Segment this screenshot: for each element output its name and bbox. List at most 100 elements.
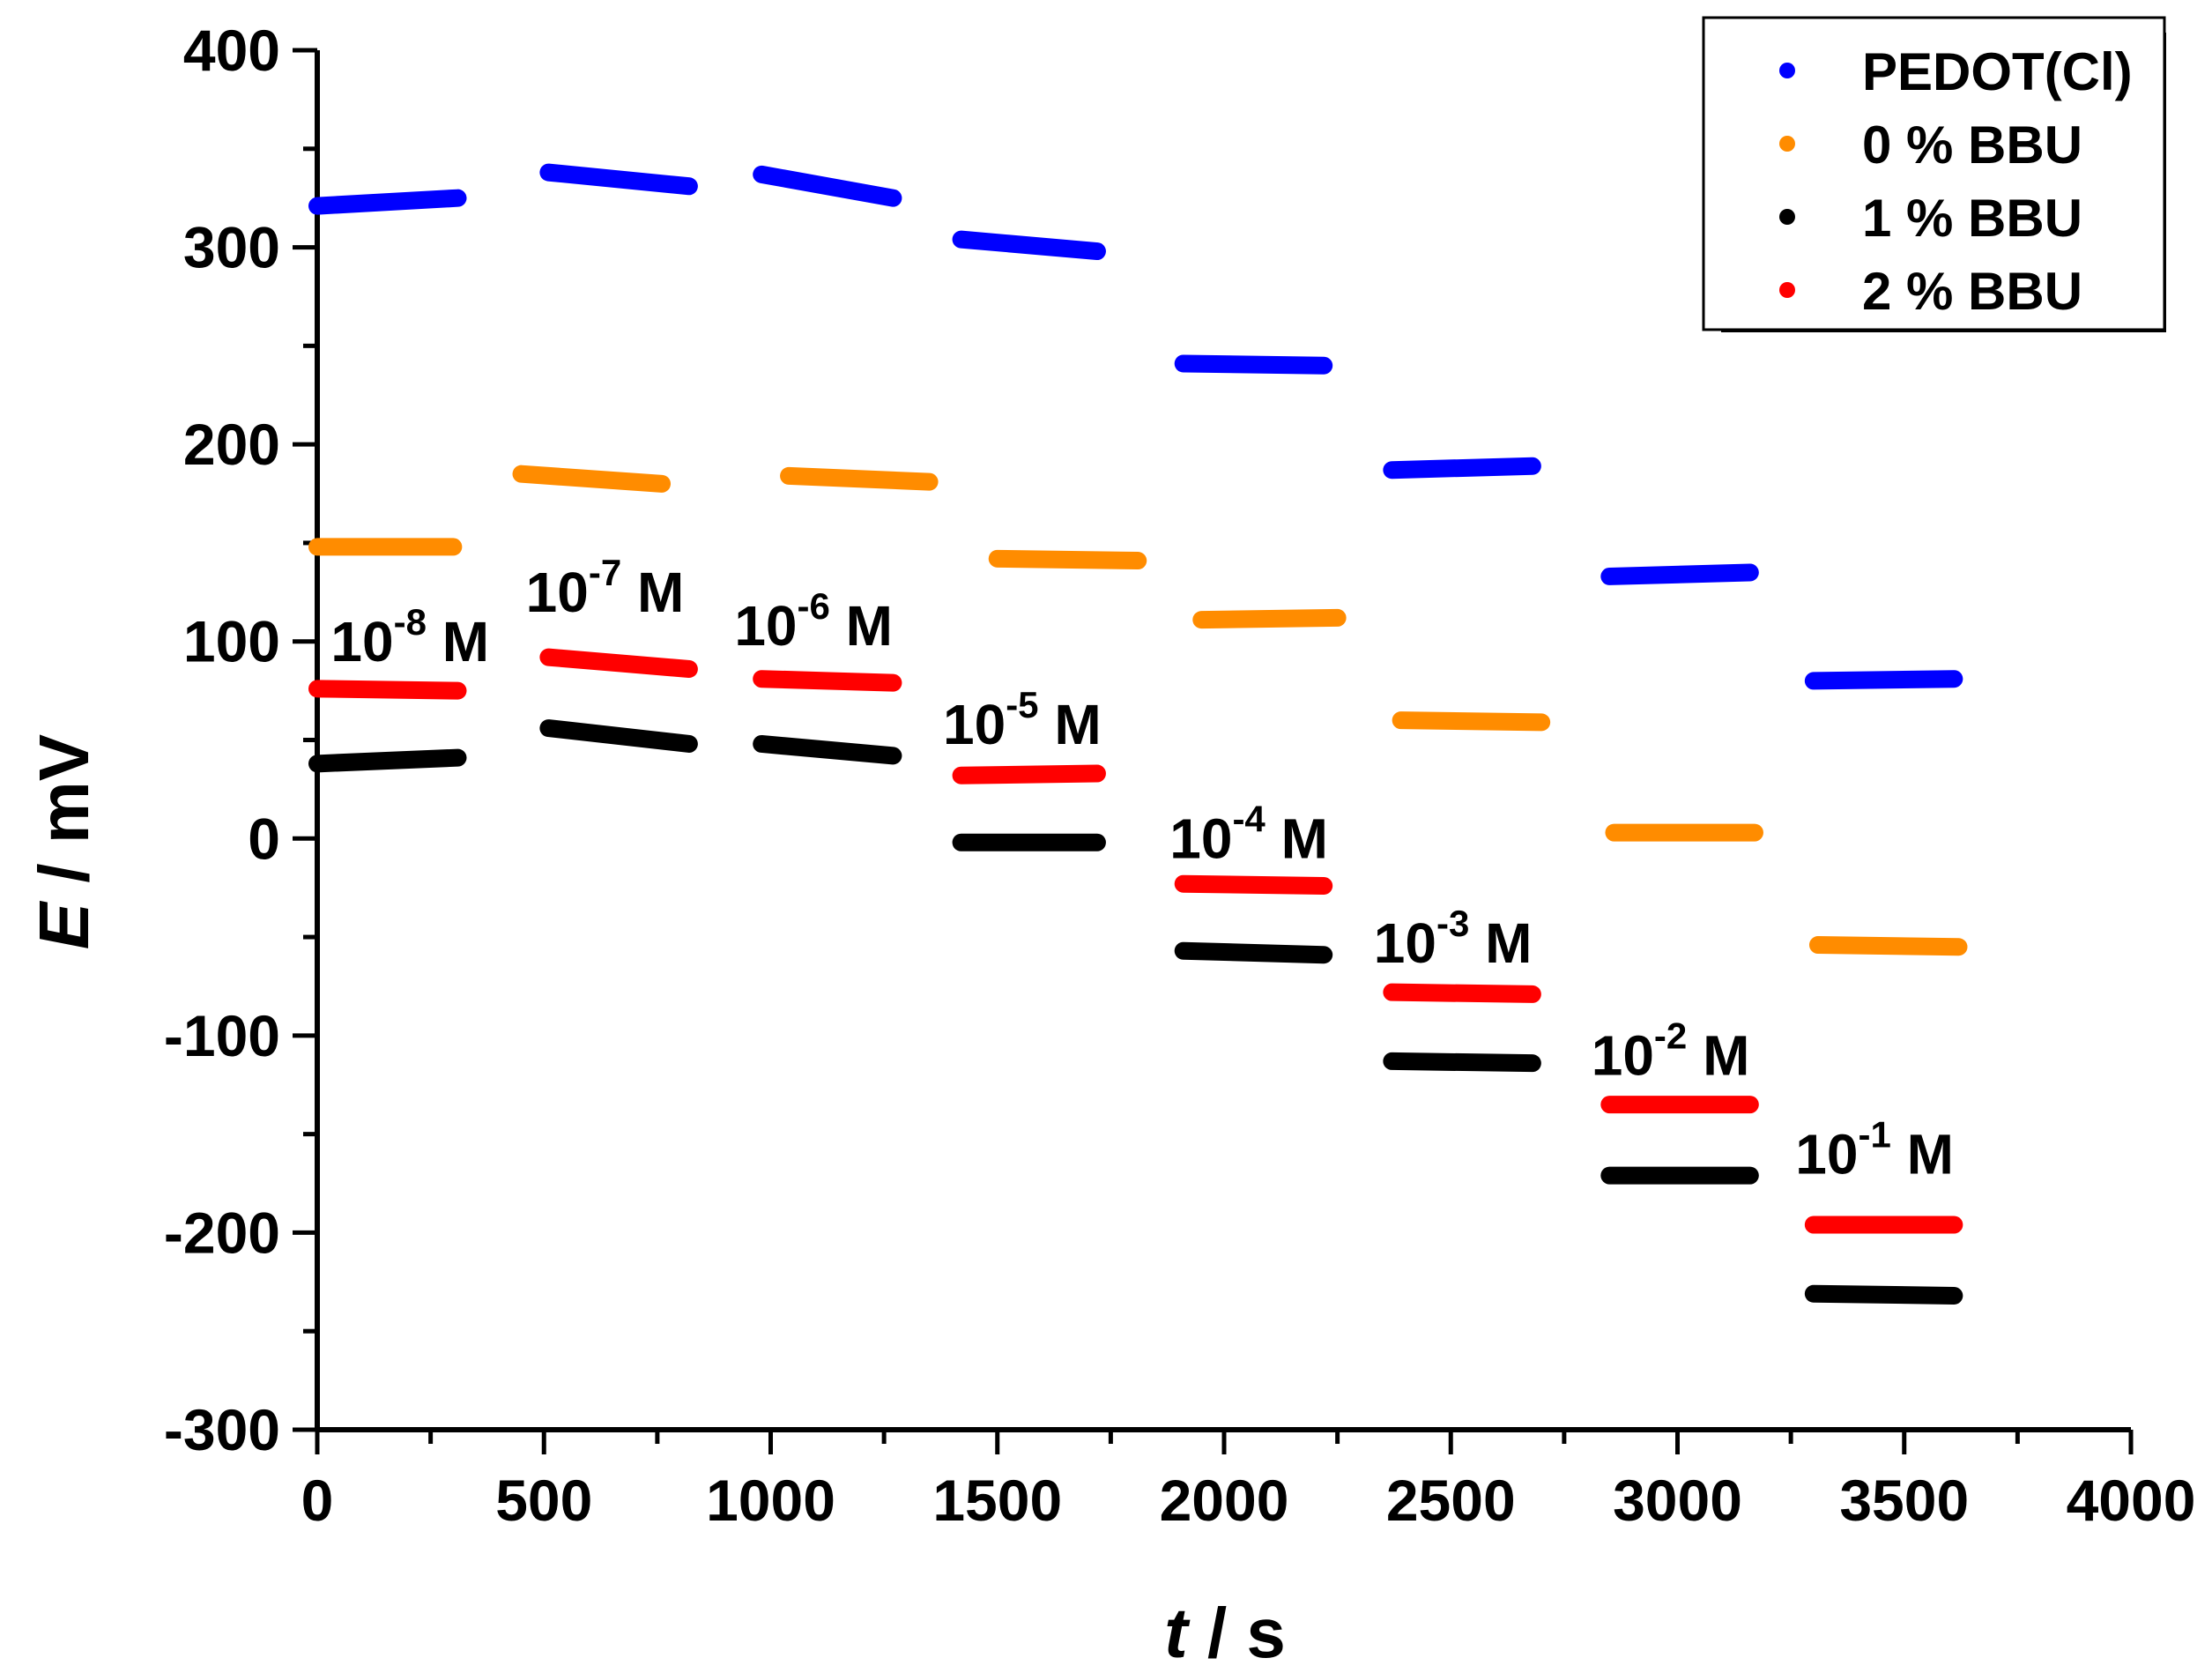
- concentration-exponent: -2: [1654, 1015, 1687, 1057]
- legend-marker: [1779, 282, 1795, 298]
- y-tick-label: 300: [183, 215, 280, 280]
- concentration-base: 10: [1374, 911, 1436, 975]
- concentration-unit: M: [1687, 1024, 1749, 1088]
- y-axis-title: E / mV: [25, 734, 103, 950]
- legend-label: 0 % BBU: [1862, 115, 2082, 175]
- y-tick-label: 400: [183, 18, 280, 83]
- concentration-label: 10-1 M: [1795, 1113, 1954, 1186]
- data-segment: [308, 748, 467, 773]
- data-segment: [753, 165, 902, 207]
- x-tick-label: 1500: [932, 1468, 1062, 1533]
- y-tick-label: 100: [183, 609, 280, 674]
- legend-label: 1 % BBU: [1862, 189, 2082, 248]
- legend: PEDOT(Cl) 0 % BBU 1 % BBU 2 % BBU: [1702, 16, 2166, 332]
- concentration-label: 10-4 M: [1169, 799, 1328, 871]
- y-axis-title-unit: / mV: [25, 734, 103, 903]
- series-3: [308, 648, 1963, 1234]
- series-0: [308, 163, 1963, 690]
- concentration-unit: M: [1039, 693, 1102, 756]
- legend-marker: [1779, 63, 1795, 78]
- legend-item: PEDOT(Cl): [1779, 42, 2133, 101]
- legend-item: 1 % BBU: [1779, 189, 2082, 248]
- series-layer: [308, 163, 1968, 1305]
- data-segment: [539, 719, 698, 753]
- legend-label: 2 % BBU: [1862, 262, 2082, 321]
- data-segment: [1383, 983, 1541, 1003]
- concentration-unit: M: [1266, 807, 1328, 871]
- x-tick-label: 1000: [706, 1468, 835, 1533]
- y-tick-label: 0: [248, 806, 280, 871]
- legend-item: 0 % BBU: [1779, 115, 2082, 175]
- x-tick-label: 2000: [1160, 1468, 1289, 1533]
- concentration-base: 10: [734, 594, 797, 658]
- x-tick-label: 3000: [1613, 1468, 1742, 1533]
- concentration-base: 10: [1795, 1122, 1858, 1186]
- data-segment: [1804, 670, 1963, 690]
- series-1: [308, 465, 1968, 956]
- data-segment: [1600, 563, 1759, 585]
- concentration-unit: M: [830, 594, 893, 658]
- data-segment: [512, 465, 672, 493]
- data-segment: [539, 648, 698, 679]
- legend-marker: [1779, 209, 1795, 225]
- concentration-base: 10: [330, 610, 393, 673]
- concentration-unit: M: [1891, 1122, 1954, 1186]
- data-segment: [1174, 941, 1333, 964]
- data-segment: [1392, 711, 1551, 732]
- y-tick-label: -100: [164, 1003, 280, 1068]
- concentration-exponent: -4: [1232, 799, 1266, 840]
- data-segment: [1192, 608, 1347, 629]
- concentration-exponent: -6: [798, 585, 830, 627]
- concentration-unit: M: [621, 561, 684, 624]
- series-2: [308, 719, 1963, 1305]
- data-segment: [780, 466, 939, 491]
- concentration-unit: M: [427, 610, 489, 673]
- data-segment: [539, 163, 698, 196]
- x-tick-label: 0: [301, 1468, 334, 1533]
- y-tick-label: 200: [183, 412, 280, 477]
- concentration-base: 10: [1592, 1024, 1654, 1088]
- data-segment: [753, 734, 902, 765]
- x-tick-label: 3500: [1839, 1468, 1969, 1533]
- x-axis-title-unit: / s: [1188, 1594, 1286, 1669]
- x-tick-label: 2500: [1386, 1468, 1516, 1533]
- x-tick-label: 500: [495, 1468, 592, 1533]
- concentration-label: 10-6 M: [734, 585, 893, 658]
- data-segment: [988, 549, 1147, 570]
- y-tick-label: -300: [164, 1397, 280, 1462]
- data-segment: [952, 230, 1106, 261]
- data-segment: [1174, 874, 1333, 895]
- data-segment: [1174, 354, 1333, 375]
- concentration-label: 10-8 M: [330, 601, 489, 673]
- concentration-exponent: -1: [1858, 1113, 1890, 1155]
- legend-item: 2 % BBU: [1779, 262, 2082, 321]
- data-segment: [753, 670, 902, 692]
- concentration-unit: M: [1469, 911, 1532, 975]
- concentration-base: 10: [943, 693, 1006, 756]
- data-segment: [1808, 936, 1968, 956]
- concentration-base: 10: [1169, 807, 1232, 871]
- concentration-exponent: -7: [589, 552, 621, 593]
- concentration-base: 10: [526, 561, 589, 624]
- concentration-exponent: -8: [394, 601, 427, 643]
- x-axis-title-symbol: t: [1164, 1594, 1191, 1669]
- concentration-label: 10-2 M: [1592, 1015, 1750, 1088]
- concentration-label: 10-7 M: [526, 552, 685, 624]
- data-segment: [1383, 1052, 1541, 1073]
- annotations-layer: 10-8 M10-7 M10-6 M10-5 M10-4 M10-3 M10-2…: [330, 552, 1953, 1186]
- axes: 0 500 1000 1500 2000 2500 3000 3500 400040030020…: [164, 18, 2196, 1533]
- concentration-label: 10-5 M: [943, 684, 1102, 756]
- data-segment: [308, 189, 467, 215]
- legend-marker: [1779, 136, 1795, 152]
- x-tick-label: 4000: [2067, 1468, 2196, 1533]
- data-segment: [1383, 457, 1541, 480]
- y-axis-title-symbol: E: [25, 900, 103, 949]
- legend-label: PEDOT(Cl): [1862, 42, 2133, 101]
- data-segment: [1804, 1284, 1963, 1305]
- concentration-exponent: -5: [1006, 684, 1038, 725]
- data-segment: [308, 680, 467, 700]
- data-segment: [952, 764, 1106, 784]
- concentration-exponent: -3: [1436, 903, 1469, 944]
